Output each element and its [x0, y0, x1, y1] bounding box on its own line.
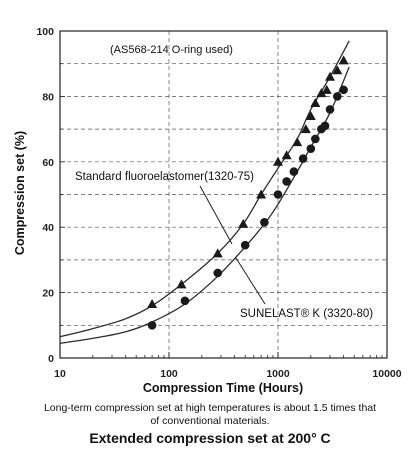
- circle-marker: [320, 121, 330, 131]
- triangle-marker: [176, 279, 187, 289]
- x-tick-label: 1000: [266, 368, 290, 380]
- circle-marker: [240, 240, 250, 250]
- circle-marker: [260, 217, 269, 227]
- triangle-marker: [300, 124, 311, 134]
- x-tick-label: 10000: [372, 368, 401, 380]
- circle-marker: [333, 92, 342, 101]
- y-tick-label: 20: [42, 288, 54, 300]
- triangle-marker: [310, 97, 321, 107]
- triangle-marker: [332, 65, 343, 75]
- y-tick-label: 60: [42, 157, 54, 169]
- circle-marker: [311, 134, 320, 144]
- triangle-marker: [212, 248, 223, 258]
- triangle-marker: [316, 88, 327, 98]
- axes: [59, 30, 388, 359]
- triangle-marker: [238, 218, 249, 228]
- x-axis-title: Compression Time (Hours): [143, 381, 303, 395]
- circle-marker: [282, 177, 291, 186]
- triangle-marker: [292, 137, 303, 147]
- triangle-marker: [325, 71, 336, 81]
- annotation-sunelast-k: SUNELAST® K (3320-80): [240, 308, 373, 320]
- x-tick-label: 100: [160, 368, 178, 380]
- triangle-marker: [305, 111, 316, 121]
- circle-marker: [180, 296, 190, 306]
- y-tick-label: 100: [36, 26, 54, 38]
- y-tick-label: 0: [48, 353, 54, 365]
- standard-leader-line: [199, 185, 233, 245]
- triangle-marker: [338, 55, 349, 65]
- circle-marker: [147, 321, 157, 330]
- triangle-marker: [147, 299, 158, 309]
- data-markers: [147, 55, 349, 330]
- circle-marker: [289, 167, 299, 176]
- circle-marker: [213, 268, 223, 278]
- tick-labels: 10 100 1000 10000 0 20 40 60 80 100: [36, 26, 401, 380]
- fit-curves: [59, 40, 350, 344]
- triangle-marker: [281, 150, 292, 160]
- circle-marker: [325, 105, 335, 114]
- y-tick-label: 40: [42, 222, 54, 234]
- x-tick-label: 10: [54, 368, 66, 380]
- triangle-marker: [273, 156, 283, 166]
- chart-caption: Long-term compression set at high temper…: [43, 402, 377, 427]
- fit-curve: [59, 66, 350, 344]
- circle-marker: [273, 190, 283, 199]
- y-tick-label: 80: [42, 91, 54, 103]
- y-axis-title: Compression set (%): [13, 131, 27, 255]
- triangle-marker: [256, 189, 267, 199]
- annotation-standard-fluoroelastomer: Standard fluoroelastomer(1320-75): [75, 171, 254, 183]
- annotations: [199, 185, 266, 305]
- triangle-marker: [321, 84, 332, 94]
- circle-marker: [339, 85, 348, 95]
- circle-marker: [306, 144, 316, 154]
- sunelast-leader-line: [235, 257, 266, 305]
- chart-title: Extended compression set at 200° C: [89, 430, 331, 446]
- test-condition-note: (AS568-214 O-ring used): [110, 44, 233, 56]
- circle-marker: [298, 154, 308, 163]
